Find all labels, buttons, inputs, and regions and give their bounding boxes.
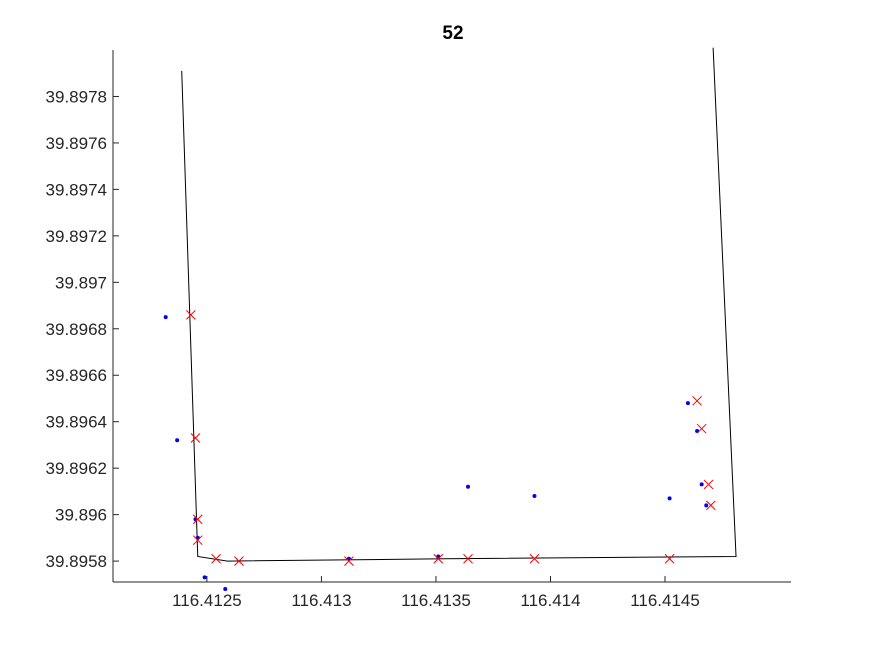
y-tick-label: 39.8964 <box>46 413 107 432</box>
y-tick-label: 39.8966 <box>46 366 107 385</box>
x-tick-label: 116.4125 <box>172 591 242 610</box>
red-x-marker <box>692 395 702 406</box>
x-tick-label: 116.414 <box>520 591 580 610</box>
x-tick-label: 116.413 <box>291 591 351 610</box>
blue-point <box>175 438 180 443</box>
blue-point <box>699 482 704 487</box>
red-x-marker <box>190 433 201 443</box>
blue-point <box>466 484 471 489</box>
y-tick-label: 39.8968 <box>46 320 107 339</box>
blue-point <box>704 503 709 508</box>
blue-point <box>685 401 690 406</box>
y-tick-label: 39.896 <box>55 506 107 525</box>
red-x-marker <box>433 553 444 564</box>
red-x-marker <box>192 535 203 546</box>
blue-point <box>202 575 207 580</box>
plot-area <box>163 47 737 591</box>
y-tick-label: 39.8974 <box>46 180 107 199</box>
red-x-marker <box>234 556 244 566</box>
blue-point <box>163 315 168 320</box>
blue-point <box>223 586 228 591</box>
x-tick-label: 116.4135 <box>401 591 471 610</box>
red-x-marker <box>705 500 716 511</box>
y-tick-label: 39.8958 <box>46 552 107 571</box>
axes: 39.8958 39.896 39.8962 39.8964 39.8966 39.896… <box>46 50 791 610</box>
blue-point <box>532 494 537 499</box>
y-tick-label: 39.897 <box>55 273 107 292</box>
y-tick-label: 39.8976 <box>46 134 107 153</box>
blue-point <box>667 496 672 501</box>
y-tick-label: 39.8978 <box>46 87 107 106</box>
y-tick-label: 39.8962 <box>46 459 107 478</box>
red-x-marker <box>463 553 473 564</box>
red-x-marker <box>186 309 196 320</box>
red-x-marker <box>192 514 203 525</box>
boundary-line <box>181 47 737 562</box>
red-x-marker <box>696 423 707 434</box>
y-tick-label: 39.8972 <box>46 227 107 246</box>
red-x-marker <box>211 553 221 564</box>
x-tick-label: 116.4145 <box>630 591 700 610</box>
red-x-marker <box>703 479 714 490</box>
red-x-marker <box>529 553 540 564</box>
red-x-marker <box>344 556 354 566</box>
chart-title: 52 <box>442 23 463 44</box>
red-x-marker <box>664 553 675 564</box>
